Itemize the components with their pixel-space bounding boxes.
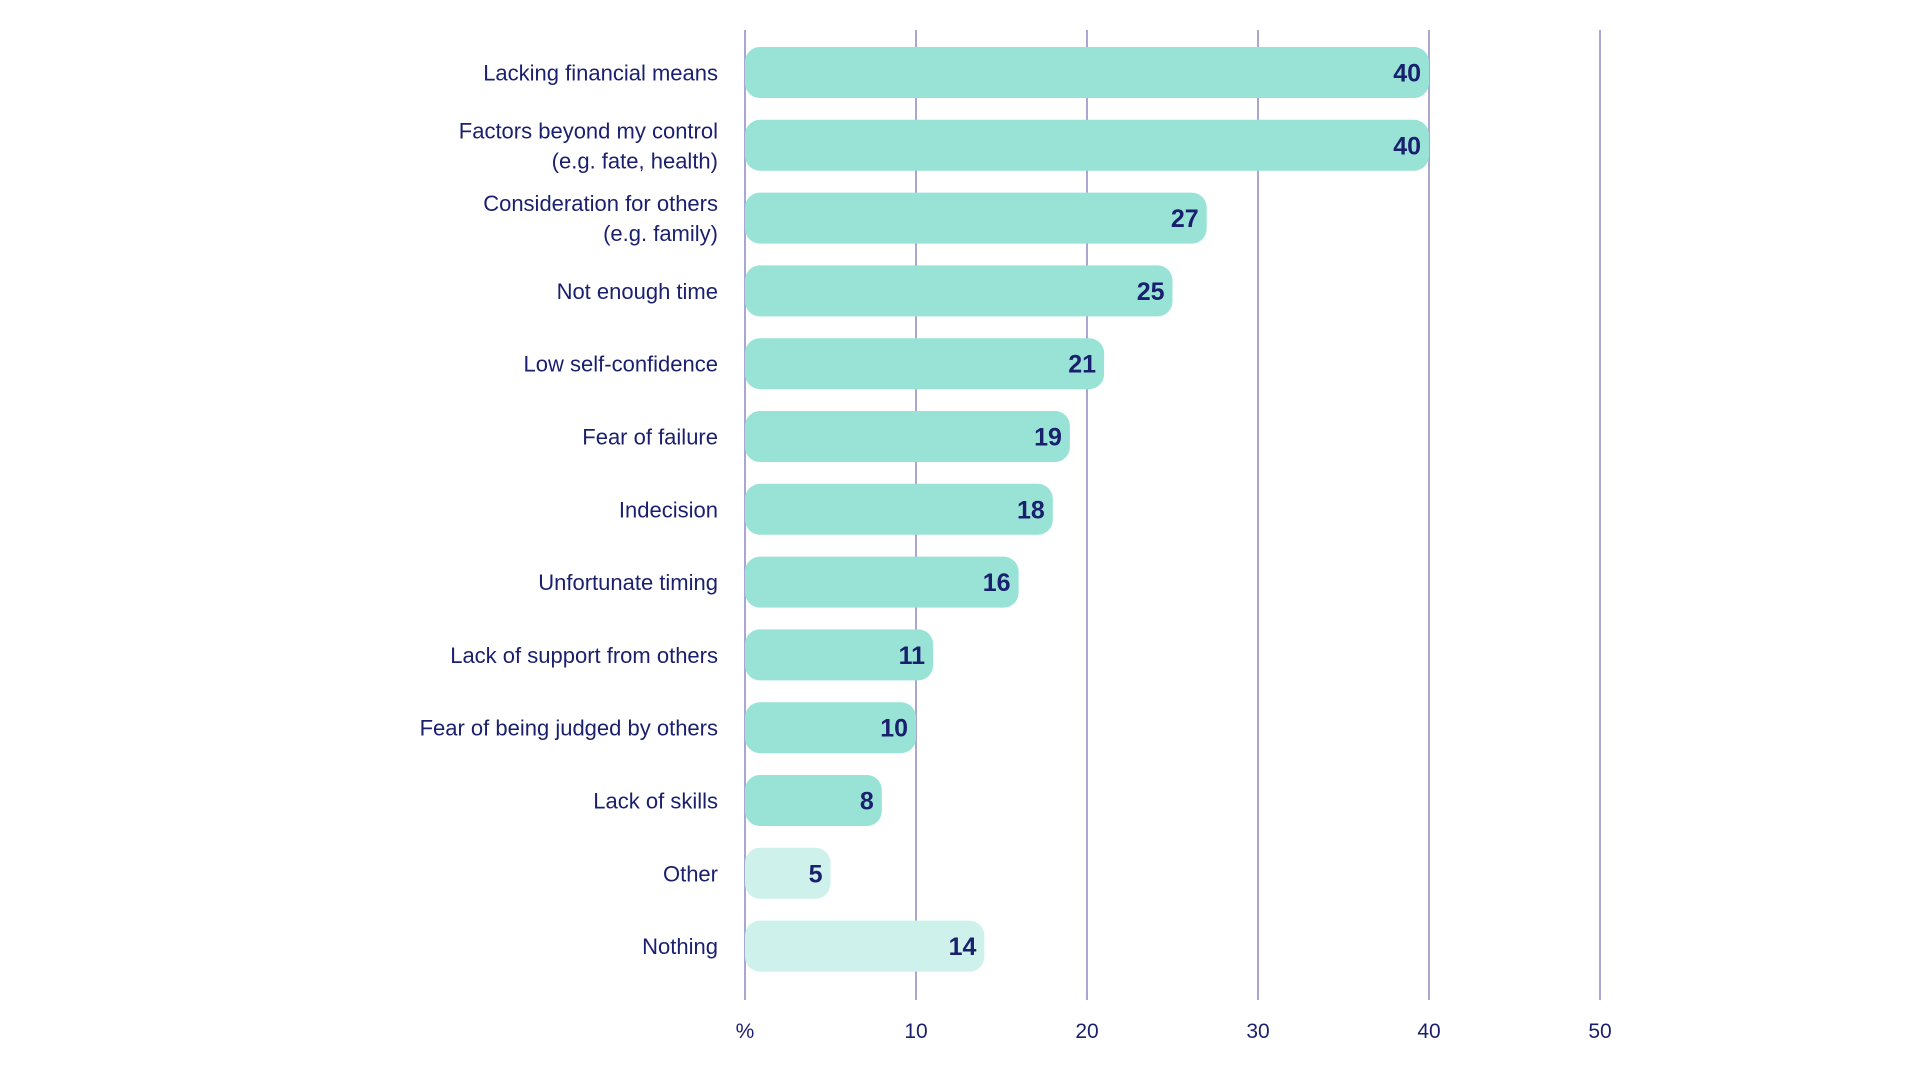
x-tick-label: 30 [1246,1020,1269,1043]
bar-value-label: 5 [809,860,823,888]
bar [745,556,1019,608]
category-label: Other [663,861,718,886]
category-label: Unfortunate timing [538,570,718,595]
bar-value-label: 18 [1017,496,1045,524]
bar [745,629,934,681]
category-label: Fear of failure [582,425,718,450]
bar [745,265,1173,317]
x-axis-tick-labels: % 10 20 30 40 50 [736,1020,1612,1043]
category-label: Factors beyond my control [459,118,718,143]
bar [745,192,1207,244]
x-tick-label: 50 [1588,1020,1611,1043]
category-label: (e.g. fate, health) [552,148,718,173]
bar-value-label: 19 [1034,424,1062,452]
category-label: Not enough time [557,279,718,304]
bar-value-label: 40 [1393,132,1421,160]
bar-value-label: 21 [1068,351,1096,379]
gridlines [744,30,1601,1000]
category-label: Lack of support from others [450,643,718,668]
bar [745,47,1429,98]
category-label: Fear of being judged by others [420,716,718,741]
bar [745,847,831,899]
bars: 40 40 27 25 21 19 18 16 11 10 8 5 14 [745,47,1429,972]
bar [745,775,882,826]
bar-value-label: 25 [1137,278,1165,306]
x-tick-label: 40 [1417,1020,1440,1043]
bar-value-label: 10 [880,715,908,743]
bar [745,119,1429,171]
bar-value-label: 14 [949,933,977,961]
bar-value-label: 11 [899,642,926,670]
bar [745,702,916,754]
category-label: Indecision [619,497,718,522]
bar-value-label: 16 [983,569,1011,597]
bar [745,411,1070,462]
category-label: (e.g. family) [603,221,718,246]
x-tick-label: 20 [1075,1020,1098,1043]
x-tick-label: 10 [904,1020,927,1043]
bar-value-label: 40 [1393,60,1421,88]
x-tick-label: % [736,1020,755,1043]
bar [745,483,1053,535]
category-label: Low self-confidence [524,352,718,377]
bar [745,338,1105,390]
category-label: Nothing [642,934,718,959]
category-label: Lack of skills [593,789,718,814]
bar-value-label: 27 [1171,205,1199,233]
category-labels: Lacking financial means Factors beyond my… [420,61,718,960]
category-label: Consideration for others [483,191,718,216]
bar-value-label: 8 [860,788,874,816]
category-label: Lacking financial means [483,61,718,86]
bar [745,920,985,972]
